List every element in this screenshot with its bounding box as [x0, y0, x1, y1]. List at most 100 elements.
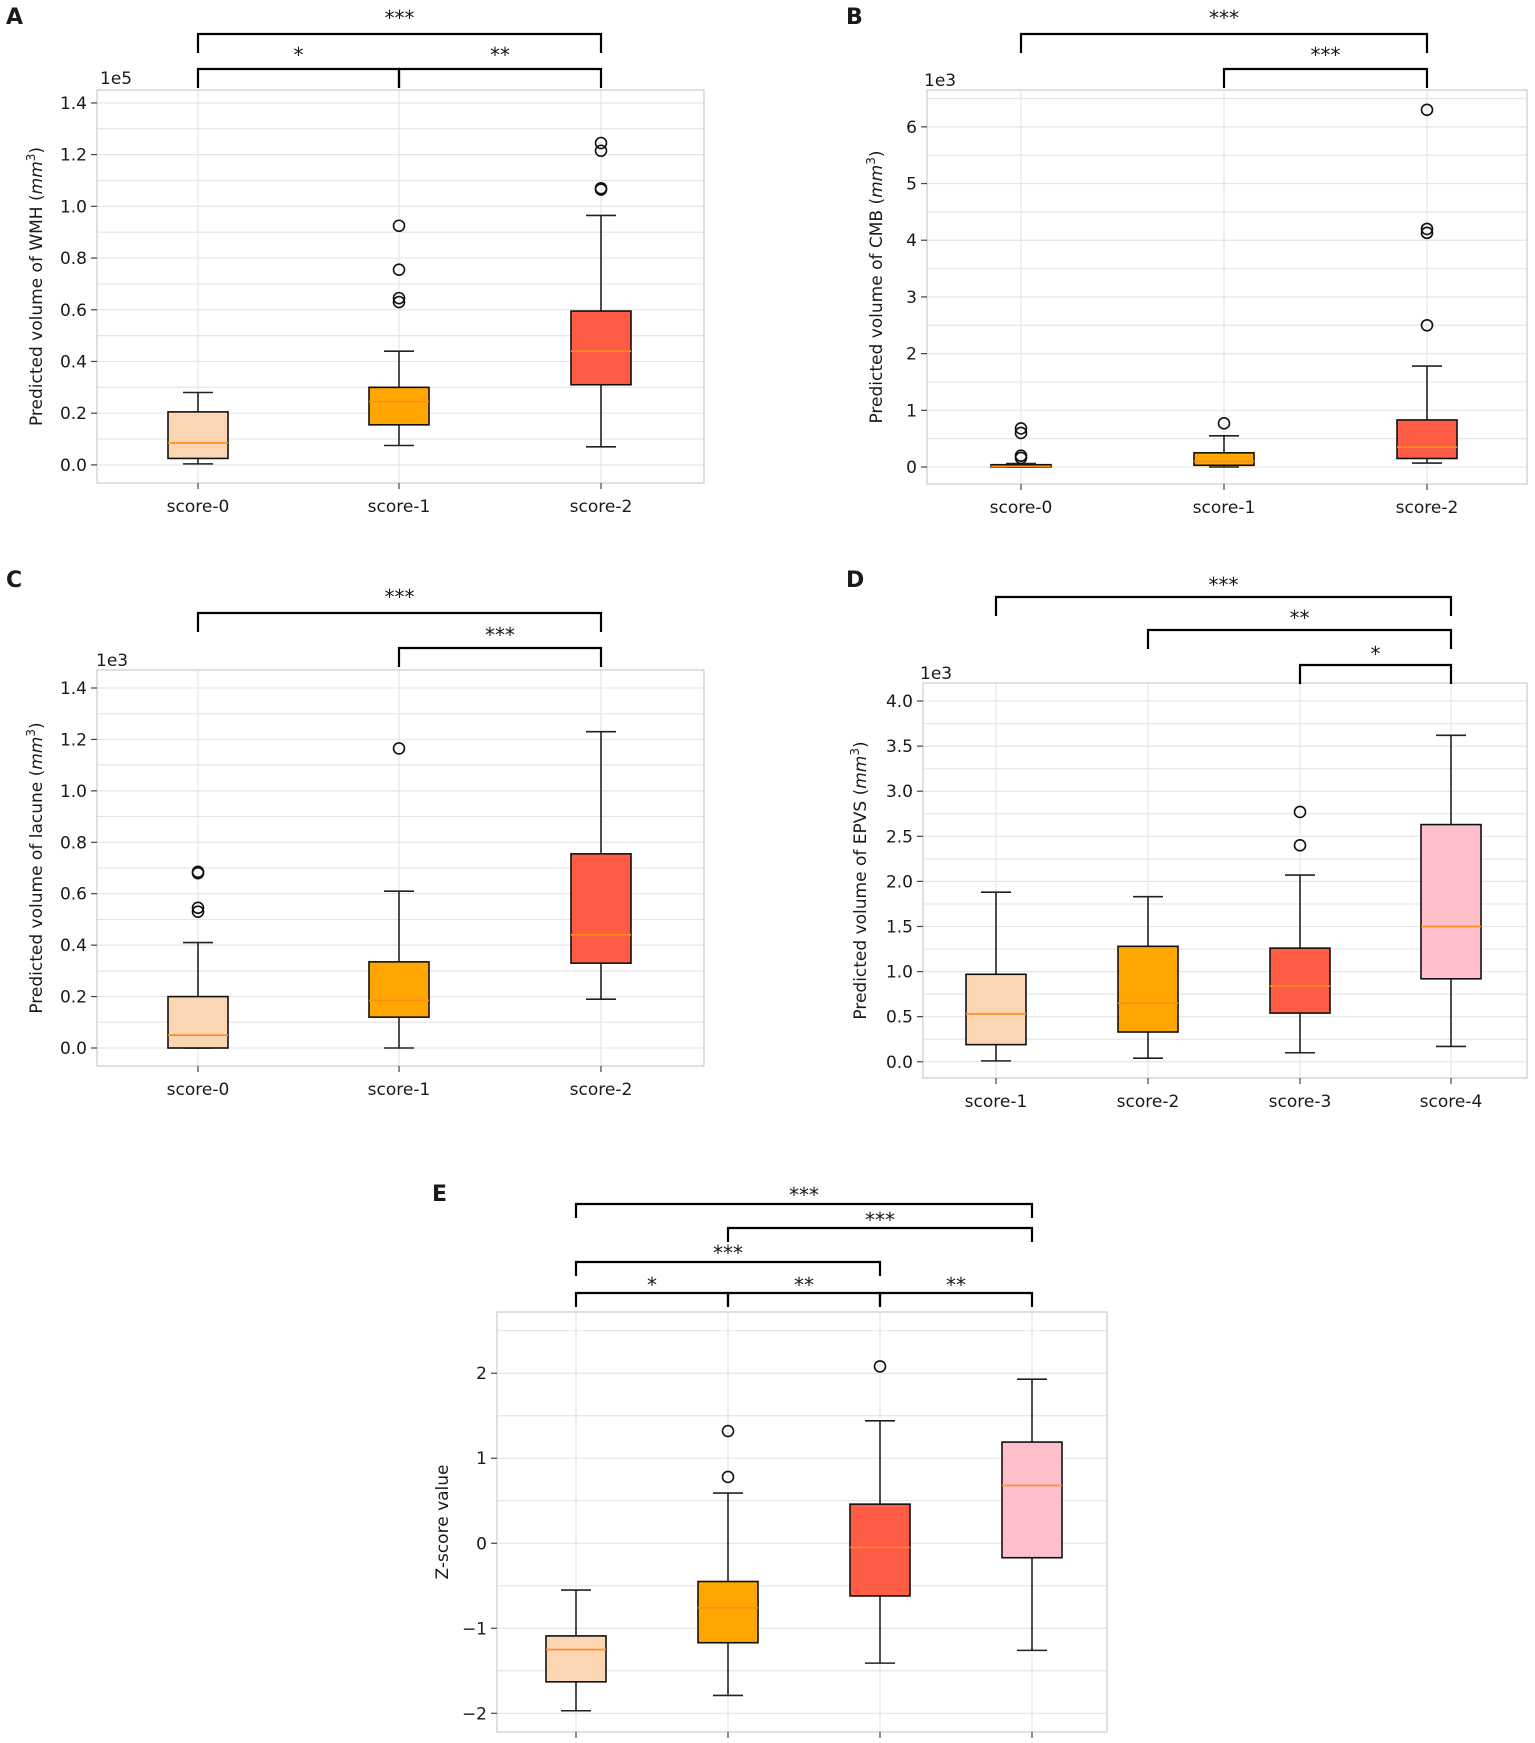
y-tick-label: 0.4 [60, 936, 87, 956]
box-score-2 [1396, 103, 1458, 464]
y-tick-label: 1 [906, 401, 917, 421]
significance-label: ** [1290, 606, 1310, 630]
outlier-point [392, 219, 406, 233]
significance-label: *** [1209, 573, 1239, 597]
y-axis-label: Z-score value [433, 1465, 453, 1580]
axis-multiplier: 1e3 [920, 664, 952, 684]
y-axis-label-text: Predicted volume of CMB ( [867, 198, 887, 424]
y-tick-label: 0.8 [60, 249, 87, 269]
outlier-point [594, 136, 608, 150]
x-tick-label: score-2 [570, 1080, 633, 1100]
y-tick-label: 4.0 [886, 692, 913, 712]
box-score-1 [545, 1589, 607, 1712]
y-tick-label: 0.0 [60, 1039, 87, 1059]
panel-c: C 0.0 0.2 0.4 0.6 0.8 1.0 1.2 1.4 score-0 score-1 s… [6, 568, 705, 1100]
box-score-1 [1193, 417, 1255, 468]
box-score-2 [697, 1424, 759, 1697]
x-tick-label: score-2 [1396, 498, 1459, 518]
significance-label: *** [713, 1241, 743, 1265]
iqr-box [1269, 947, 1331, 1014]
significance-label: ** [946, 1273, 966, 1297]
y-axis-label-unit: mm [851, 756, 871, 789]
outlier-point [191, 905, 205, 919]
significance-label: *** [1311, 43, 1341, 67]
significance-bracket [196, 32, 603, 53]
significance-label: * [647, 1273, 657, 1297]
y-axis-label: Predicted volume of WMH (mm3) [24, 147, 47, 426]
outlier-point [392, 295, 406, 309]
iqr-box [368, 961, 430, 1018]
axes-frame [96, 669, 705, 1067]
y-tick-label: 2 [906, 345, 917, 365]
iqr-box [167, 995, 229, 1049]
axis-multiplier: 1e3 [924, 71, 956, 91]
y-tick-label: 2 [476, 1364, 487, 1384]
x-tick-label: score-2 [570, 497, 633, 517]
iqr-box [1117, 945, 1179, 1033]
y-axis-label-suffix: ) [851, 741, 871, 748]
y-tick-label: 0.6 [60, 301, 87, 321]
y-axis-label: Predicted volume of lacune (mm3) [24, 722, 47, 1013]
y-tick-label: 5 [906, 175, 917, 195]
panel-a: A 0.0 0.2 0.4 0.6 0.8 1.0 1.2 1.4 score-0 score-1 s… [6, 5, 705, 517]
box-score-2 [570, 730, 632, 1000]
y-tick-label: 1.2 [60, 730, 87, 750]
significance-bracket [1222, 67, 1429, 88]
y-axis-label-exponent: 3 [24, 154, 38, 162]
y-tick-label: 0.2 [60, 988, 87, 1008]
box-score-0 [167, 865, 229, 1049]
panel-letter: B [846, 5, 863, 30]
iqr-box [849, 1503, 911, 1597]
outlier-point [1420, 103, 1434, 117]
significance-label: *** [385, 585, 415, 609]
panel-letter: C [6, 568, 22, 593]
box-score-0 [167, 391, 229, 465]
iqr-box [570, 853, 632, 964]
panel-letter: E [432, 1182, 447, 1207]
significance-bracket [994, 595, 1453, 616]
box-score-1 [368, 219, 430, 447]
axes-frame [922, 682, 1528, 1079]
box-score-2 [570, 136, 632, 448]
box-score-1 [965, 891, 1027, 1062]
iqr-box [368, 386, 430, 426]
panel-letter: A [6, 5, 23, 30]
y-tick-label: 4 [906, 231, 917, 251]
outlier-point [392, 742, 406, 755]
outlier-point [594, 144, 608, 158]
outlier-point [1014, 422, 1028, 435]
y-tick-label: 0.6 [60, 885, 87, 905]
y-axis-label-suffix: ) [867, 150, 887, 157]
panel-letter: D [846, 568, 864, 593]
outlier-point [721, 1470, 735, 1484]
axis-multiplier: 1e3 [96, 651, 128, 671]
significance-label: *** [865, 1208, 895, 1232]
y-axis-label-text: Predicted volume of lacune ( [27, 770, 47, 1014]
y-tick-label: 1.0 [60, 197, 87, 217]
y-tick-label: 2.5 [886, 827, 913, 847]
y-tick-label: 0.0 [60, 456, 87, 476]
significance-bracket [397, 646, 603, 667]
y-axis-label-exponent: 3 [864, 157, 878, 165]
y-tick-label: 1.2 [60, 146, 87, 166]
y-axis-label-suffix: ) [27, 722, 47, 729]
significance-bracket [726, 1226, 1034, 1242]
significance-bracket [878, 1291, 1034, 1307]
y-tick-label: 0 [476, 1534, 487, 1554]
iqr-box [1193, 452, 1255, 467]
significance-bracket [1298, 663, 1453, 684]
iqr-box [545, 1635, 607, 1683]
significance-label: * [1371, 642, 1381, 666]
x-tick-label: score-0 [167, 497, 230, 517]
y-tick-label: 0.0 [886, 1053, 913, 1073]
panel-d: D 0.0 0.5 1.0 1.5 2.0 2.5 3.0 3.5 4.0 score-1 score… [846, 568, 1528, 1112]
box-score-2 [1117, 895, 1179, 1059]
y-tick-label: 2.0 [886, 872, 913, 892]
x-tick-label: score-3 [1269, 1092, 1332, 1112]
y-tick-label: 3 [906, 288, 917, 308]
y-axis-label: Predicted volume of EPVS (mm3) [848, 741, 871, 1019]
box-score-4 [1001, 1378, 1063, 1652]
iqr-box [965, 973, 1027, 1046]
outlier-point [1014, 426, 1028, 440]
